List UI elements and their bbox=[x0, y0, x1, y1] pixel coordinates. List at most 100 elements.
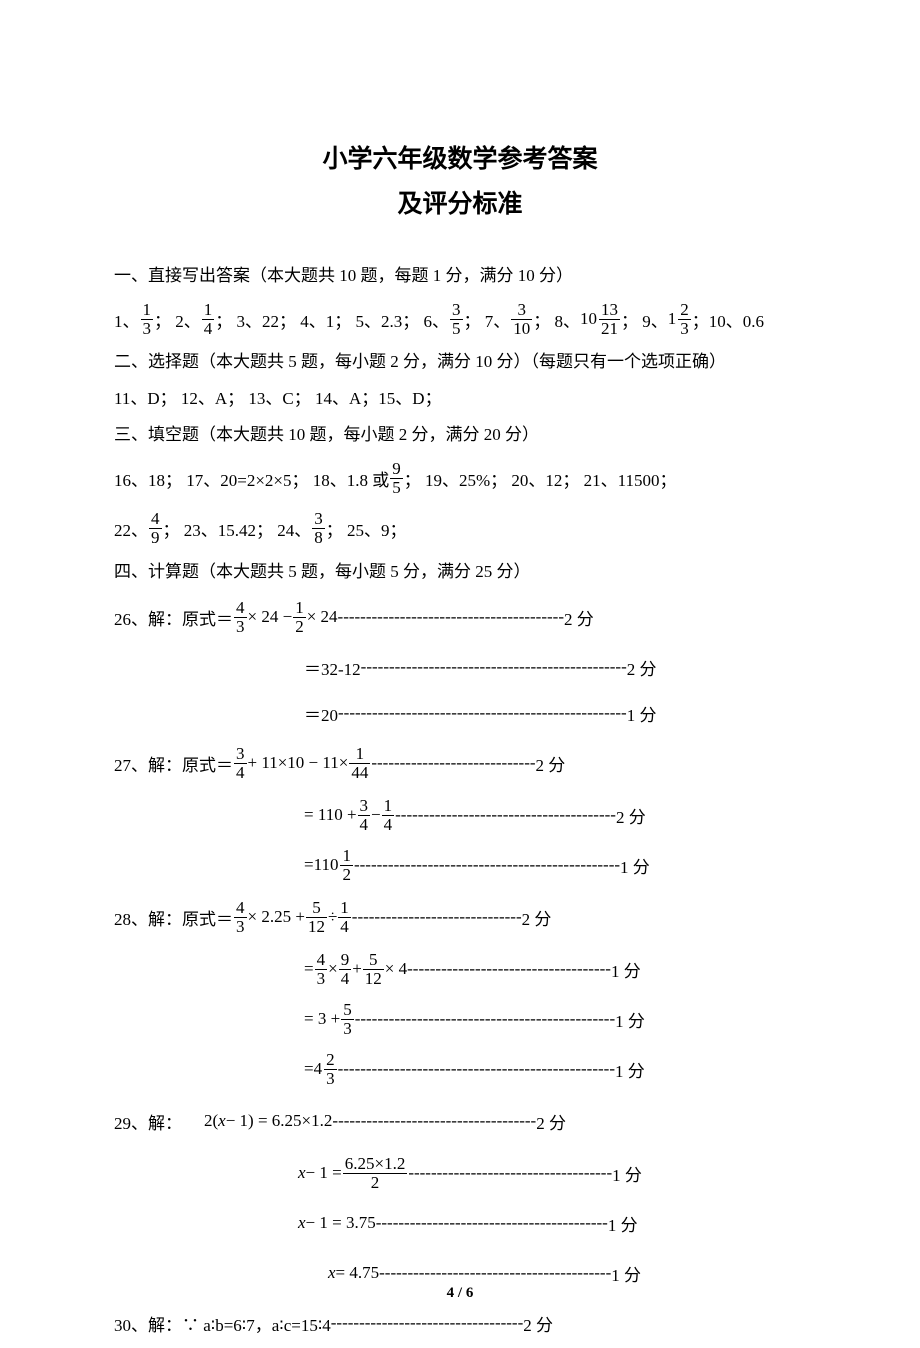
score: 2 分 bbox=[536, 1109, 566, 1134]
fraction: 310 bbox=[511, 301, 532, 338]
fraction: 6.25×1.22 bbox=[343, 1155, 408, 1192]
text: = bbox=[304, 855, 314, 875]
dash-line: ----------------------------- bbox=[371, 753, 535, 773]
fraction: 43 bbox=[234, 599, 247, 636]
dash-line: ------------------------------------ bbox=[407, 959, 611, 979]
q29-line2: x − 1 = 6.25×1.22 ----------------------… bbox=[114, 1148, 806, 1198]
mixed-fraction: 10 1321 bbox=[580, 301, 621, 338]
mixed-fraction: 1 23 bbox=[668, 301, 692, 338]
text: ；10、0.6 bbox=[692, 307, 764, 332]
dash-line: ----------------------------------------… bbox=[338, 703, 627, 723]
fraction: 43 bbox=[315, 951, 328, 988]
score: 1 分 bbox=[612, 1161, 642, 1186]
dash-line: --------------------------------------- bbox=[395, 805, 616, 825]
section-3-answers-row1: 16、18； 17、20=2×2×5； 18、1.8 或 95 ； 19、25%… bbox=[114, 454, 806, 504]
fraction: 512 bbox=[363, 951, 384, 988]
score: 1 分 bbox=[615, 1057, 645, 1082]
text: 22、 bbox=[114, 516, 148, 541]
score: 2 分 bbox=[564, 605, 594, 630]
q30-line1: 30、解：∵ a∶b=6∶7，a∶c=15∶4 ----------------… bbox=[114, 1300, 806, 1346]
text: = 4.75 bbox=[336, 1263, 380, 1283]
dash-line: ---------------------------------- bbox=[331, 1313, 523, 1333]
text: 29、解： bbox=[114, 1109, 204, 1134]
text: × bbox=[328, 959, 338, 979]
text: 27、解：原式＝ bbox=[114, 751, 233, 776]
fraction: 53 bbox=[341, 1001, 354, 1038]
text: ； 3、22； 4、1； 5、2.3； 6、 bbox=[215, 307, 449, 332]
score: 1 分 bbox=[611, 957, 641, 982]
text: ； 23、15.42； 24、 bbox=[163, 516, 312, 541]
text: × 2.25 + bbox=[248, 907, 305, 927]
fraction: 34 bbox=[358, 797, 371, 834]
dash-line: ---------------------------------------- bbox=[338, 607, 564, 627]
variable-x: x bbox=[218, 1111, 226, 1131]
dash-line: ----------------------------------------… bbox=[355, 1009, 615, 1029]
text: + bbox=[352, 959, 362, 979]
text: 1、 bbox=[114, 307, 140, 332]
text: ÷ bbox=[328, 907, 337, 927]
fraction: 35 bbox=[450, 301, 463, 338]
fraction: 38 bbox=[312, 510, 325, 547]
section-3-header: 三、填空题（本大题共 10 题，每小题 2 分，满分 20 分） bbox=[114, 417, 806, 454]
dash-line: ----------------------------------------… bbox=[361, 657, 627, 677]
q27-line1: 27、解：原式＝ 34 + 11×10 − 11× 144 ----------… bbox=[114, 738, 806, 788]
mixed-fraction: 4 23 bbox=[314, 1051, 338, 1088]
variable-x: x bbox=[298, 1213, 306, 1233]
text: 2( bbox=[204, 1111, 218, 1131]
dash-line: ----------------------------------------… bbox=[338, 1059, 615, 1079]
q28-line2: = 43 × 94 + 512 × 4 --------------------… bbox=[114, 944, 806, 994]
fraction: 14 bbox=[202, 301, 215, 338]
text: ； 7、 bbox=[464, 307, 511, 332]
text: 28、解：原式＝ bbox=[114, 905, 233, 930]
q28-line4: = 4 23 ---------------------------------… bbox=[114, 1044, 806, 1094]
q29-line1: 29、解： 2( x − 1) = 6.25×1.2 -------------… bbox=[114, 1096, 806, 1146]
score: 2 分 bbox=[522, 905, 552, 930]
score: 2 分 bbox=[616, 803, 646, 828]
fraction: 12 bbox=[293, 599, 306, 636]
text: − 1 = 3.75 bbox=[306, 1213, 376, 1233]
q26-line3: ＝20 ------------------------------------… bbox=[114, 690, 806, 736]
text: ； 9、 bbox=[621, 307, 668, 332]
text: = 110 + bbox=[304, 805, 357, 825]
q29-line3: x − 1 = 3.75 ---------------------------… bbox=[114, 1198, 806, 1248]
text: = bbox=[304, 1059, 314, 1079]
section-1-answers: 1、 13 ； 2、 14 ； 3、22； 4、1； 5、2.3； 6、 35 … bbox=[114, 294, 806, 344]
text: ； 25、9； bbox=[326, 516, 407, 541]
score: 2 分 bbox=[523, 1311, 553, 1336]
fraction: 13 bbox=[141, 301, 154, 338]
fraction: 512 bbox=[306, 899, 327, 936]
dash-line: ----------------------------------------… bbox=[376, 1213, 608, 1233]
text: ； 2、 bbox=[154, 307, 201, 332]
score: 2 分 bbox=[536, 751, 566, 776]
fraction: 14 bbox=[338, 899, 351, 936]
q26-line2: ＝32-12 ---------------------------------… bbox=[114, 644, 806, 690]
score: 1 分 bbox=[611, 1261, 641, 1286]
score: 1 分 bbox=[615, 1007, 645, 1032]
text: ； 8、 bbox=[533, 307, 580, 332]
text: ； 19、25%； 20、12； 21、11500； bbox=[404, 466, 677, 491]
q27-line3: = 110 12 -------------------------------… bbox=[114, 840, 806, 890]
page-number: 4 / 6 bbox=[0, 1285, 920, 1302]
section-2-answers: 11、D； 12、A； 13、C； 14、A；15、D； bbox=[114, 381, 806, 418]
dash-line: ------------------------------------ bbox=[408, 1163, 612, 1183]
mixed-fraction: 110 12 bbox=[314, 847, 354, 884]
dash-line: ----------------------------------------… bbox=[379, 1263, 611, 1283]
fraction: 43 bbox=[234, 899, 247, 936]
section-1-header: 一、直接写出答案（本大题共 10 题，每题 1 分，满分 10 分） bbox=[114, 258, 806, 295]
dash-line: ------------------------------ bbox=[352, 907, 522, 927]
text: = bbox=[304, 959, 314, 979]
score: 1 分 bbox=[627, 701, 657, 726]
fraction: 14 bbox=[382, 797, 395, 834]
text: = 3 + bbox=[304, 1009, 340, 1029]
text: ＝32-12 bbox=[304, 655, 361, 680]
doc-title-line1: 小学六年级数学参考答案 bbox=[322, 145, 597, 173]
fraction: 95 bbox=[390, 460, 403, 497]
fraction: 49 bbox=[149, 510, 162, 547]
text: 26、解：原式＝ bbox=[114, 605, 233, 630]
score: 1 分 bbox=[608, 1211, 638, 1236]
text: 30、解：∵ a∶b=6∶7，a∶c=15∶4 bbox=[114, 1311, 331, 1336]
section-4-header: 四、计算题（本大题共 5 题，每小题 5 分，满分 25 分） bbox=[114, 554, 806, 591]
q27-line2: = 110 + 34 − 14 ------------------------… bbox=[114, 790, 806, 840]
q28-line3: = 3 + 53 -------------------------------… bbox=[114, 994, 806, 1044]
text: × 24 bbox=[307, 607, 338, 627]
